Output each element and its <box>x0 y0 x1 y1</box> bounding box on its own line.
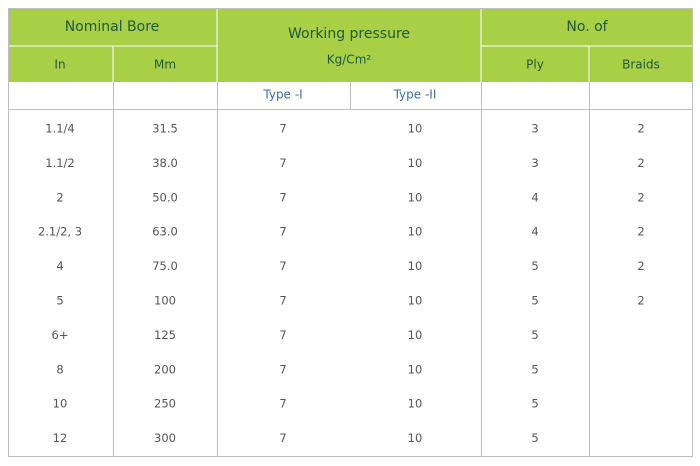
table-cell: 2 <box>637 294 644 308</box>
table-cell: 7 <box>279 294 286 308</box>
table-cell: 3 <box>531 156 538 170</box>
table-cell: 10 <box>408 362 423 376</box>
table-cell: 200 <box>154 362 176 376</box>
table-cell: 125 <box>154 328 176 342</box>
table-cell: 4 <box>531 225 538 239</box>
table-cell: 2 <box>56 190 63 204</box>
table-cell: 2 <box>637 156 644 170</box>
table-cell: 63.0 <box>152 225 178 239</box>
header-cell: No. of <box>566 19 608 35</box>
table-cell: 50.0 <box>152 190 178 204</box>
table-cell: 4 <box>56 259 63 273</box>
table-cell: 5 <box>531 362 538 376</box>
table-cell: 75.0 <box>152 259 178 273</box>
table-cell: 2 <box>637 259 644 273</box>
table-cell: 7 <box>279 156 286 170</box>
table-cell: 7 <box>279 122 286 136</box>
table-cell: 8 <box>56 362 63 376</box>
table-cell: 2 <box>637 225 644 239</box>
header-dividers <box>8 8 693 82</box>
table-cell: 5 <box>531 259 538 273</box>
table-cell: 2 <box>637 190 644 204</box>
table-cell: 7 <box>279 328 286 342</box>
header-cell: In <box>54 58 65 72</box>
table-cell: 5 <box>531 294 538 308</box>
table-cell: 10 <box>408 259 423 273</box>
table-cell: 10 <box>408 122 423 136</box>
table-cell: 10 <box>408 397 423 411</box>
sub-header-cell: Type -II <box>393 88 437 102</box>
table-cell: 5 <box>531 397 538 411</box>
table-cell: 31.5 <box>152 122 178 136</box>
table-cell: 10 <box>408 190 423 204</box>
table-cell: 7 <box>279 431 286 445</box>
table-cell: 1.1/4 <box>45 122 74 136</box>
table-cell: 38.0 <box>152 156 178 170</box>
table-cell: 5 <box>531 431 538 445</box>
table-cell: 7 <box>279 225 286 239</box>
table-cell: 6+ <box>52 328 69 342</box>
header-band <box>8 8 693 82</box>
table-cell: 10 <box>408 431 423 445</box>
header-cell: Nominal Bore <box>65 19 160 35</box>
table-cell: 100 <box>154 294 176 308</box>
table-cell: 7 <box>279 397 286 411</box>
table-cell: 2 <box>637 122 644 136</box>
table-cell: 1.1/2 <box>45 156 74 170</box>
table-cell: 7 <box>279 362 286 376</box>
table-cell: 7 <box>279 190 286 204</box>
grid <box>8 8 693 457</box>
header-cell: Kg/Cm² <box>327 53 372 67</box>
header-cell: Braids <box>622 58 660 72</box>
table-cell: 250 <box>154 397 176 411</box>
table-cell: 3 <box>531 122 538 136</box>
table-cell: 2.1/2, 3 <box>38 225 82 239</box>
table-cell: 4 <box>531 190 538 204</box>
table-cell: 10 <box>53 397 68 411</box>
table-cell: 10 <box>408 156 423 170</box>
table-cell: 10 <box>408 294 423 308</box>
table-cell: 5 <box>56 294 63 308</box>
table-cell: 7 <box>279 259 286 273</box>
table-cell: 10 <box>408 225 423 239</box>
header-cell: Mm <box>154 58 176 72</box>
sub-header-cell: Type -I <box>262 88 302 102</box>
header-cell: Working pressure <box>288 26 410 42</box>
header-cell: Ply <box>526 58 544 72</box>
table-cell: 300 <box>154 431 176 445</box>
table-cell: 5 <box>531 328 538 342</box>
table-cell: 12 <box>53 431 68 445</box>
table-cell: 10 <box>408 328 423 342</box>
